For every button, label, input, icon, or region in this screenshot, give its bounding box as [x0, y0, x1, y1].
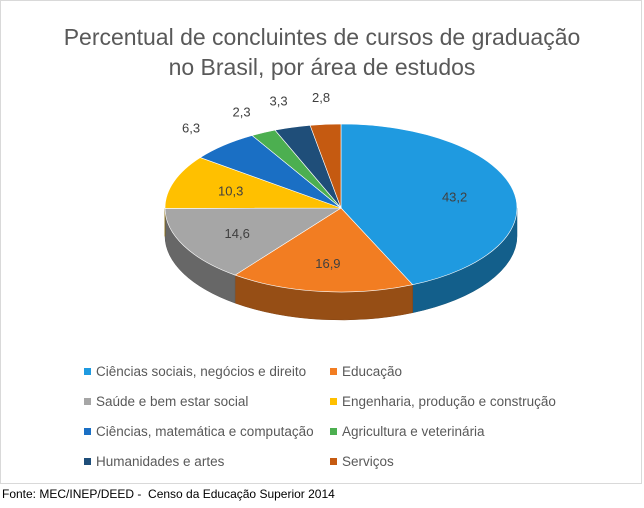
legend-item-servicos: Serviços: [330, 454, 394, 469]
pie-slice-servicos: [309, 123, 342, 209]
data-label-humanidades-e-artes: 3,3: [270, 94, 288, 109]
legend-swatch: [84, 398, 91, 405]
data-label-ciencias-sociais-negocios-e-direito: 43,2: [442, 190, 467, 205]
pie-slice-educacao: [234, 207, 414, 293]
chart-title-line-2: no Brasil, por área de estudos: [168, 54, 476, 80]
legend-label: Engenharia, produção e construção: [342, 394, 556, 409]
legend-swatch: [330, 458, 337, 465]
legend-swatch: [330, 398, 337, 405]
legend-label: Agricultura e veterinária: [342, 424, 485, 439]
chart-title-line-1: Percentual de concluintes de cursos de g…: [63, 24, 581, 50]
pie-slice-saude-e-bem-estar-social: [164, 207, 343, 276]
legend-label: Educação: [342, 364, 403, 379]
pie-slice-engenharia-producao-e-construcao: [164, 157, 342, 209]
legend-item-educacao: Educação: [330, 364, 402, 379]
data-label-engenharia-producao-e-construcao: 10,3: [218, 184, 243, 199]
legend-swatch: [330, 428, 337, 435]
legend-item-humanidades-e-artes: Humanidades e artes: [84, 454, 224, 469]
legend-label: Humanidades e artes: [96, 454, 225, 469]
legend-item-ciencias-matematica-e-computacao: Ciências, matemática e computação: [84, 424, 314, 439]
pie-slice-ciencias-sociais-negocios-e-direito: [340, 123, 518, 286]
legend-swatch: [330, 368, 337, 375]
legend-label: Saúde e bem estar social: [96, 394, 249, 409]
legend-swatch: [84, 428, 91, 435]
legend-swatch: [84, 458, 91, 465]
data-label-ciencias-matematica-e-computacao: 6,3: [182, 121, 200, 136]
legend-label: Ciências, matemática e computação: [96, 424, 314, 439]
chart-title: Percentual de concluintes de cursos de g…: [0, 22, 644, 82]
legend-item-agricultura-e-veterinaria: Agricultura e veterinária: [330, 424, 485, 439]
legend-item-ciencias-sociais-negocios-e-direito: Ciências sociais, negócios e direito: [84, 364, 306, 379]
data-label-servicos: 2,8: [312, 90, 330, 105]
pie-chart: 43,2 16,9 14,6 10,3 6,3 2,3 3,3 2,8: [164, 90, 518, 321]
data-label-saude-e-bem-estar-social: 14,6: [225, 226, 250, 241]
legend-item-engenharia-producao-e-construcao: Engenharia, produção e construção: [330, 394, 556, 409]
legend-item-saude-e-bem-estar-social: Saúde e bem estar social: [84, 394, 248, 409]
source-note: Fonte: MEC/INEP/DEED - Censo da Educação…: [2, 487, 335, 501]
data-label-agricultura-e-veterinaria: 2,3: [233, 105, 251, 120]
legend-swatch: [84, 368, 91, 375]
data-label-educacao: 16,9: [315, 256, 340, 271]
legend-label: Ciências sociais, negócios e direito: [96, 364, 307, 379]
legend-label: Serviços: [342, 454, 394, 469]
